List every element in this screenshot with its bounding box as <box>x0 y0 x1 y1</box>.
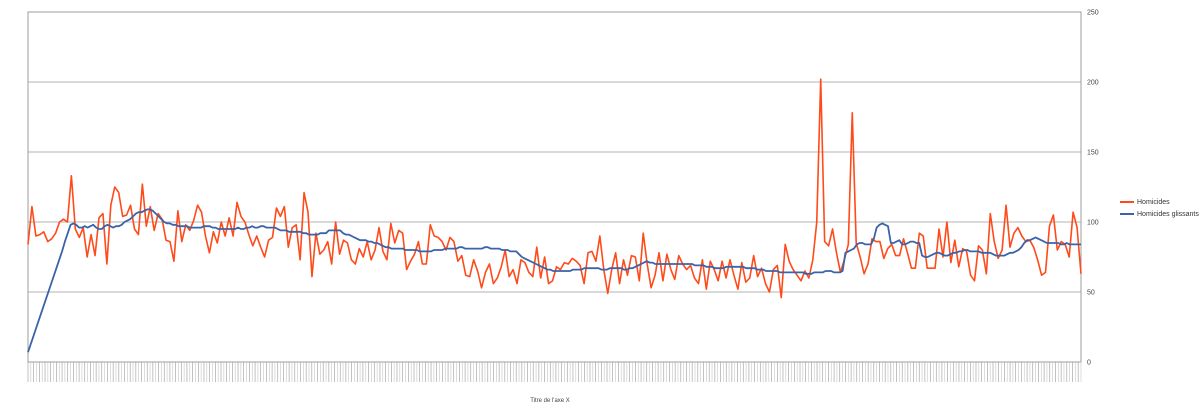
series-lines <box>27 78 1082 353</box>
series-line-homicides-glissants <box>27 208 1081 353</box>
legend-item-homicides: Homicides <box>1120 196 1199 208</box>
legend-swatch-homicides <box>1120 201 1134 203</box>
y-axis-ticks: 0 50 100 150 200 250 <box>1087 10 1099 367</box>
grid-lines <box>28 81 1081 293</box>
y-tick-label: 150 <box>1087 150 1099 157</box>
y-tick-label: 100 <box>1087 220 1099 227</box>
y-tick-label: 200 <box>1087 80 1099 87</box>
legend-label-homicides: Homicides <box>1137 198 1170 206</box>
x-axis-ticks <box>27 362 1082 382</box>
y-tick-label: 250 <box>1087 10 1099 17</box>
plot-frame <box>27 11 1082 363</box>
legend-item-homicides-glissants: Homicides glissants <box>1120 208 1199 220</box>
y-tick-label: 50 <box>1087 290 1095 297</box>
legend-label-homicides-glissants: Homicides glissants <box>1137 210 1199 218</box>
legend: Homicides Homicides glissants <box>1120 196 1199 220</box>
y-tick-label: 0 <box>1087 360 1091 367</box>
x-axis-title: Titre de l'axe X <box>530 398 570 404</box>
legend-swatch-homicides-glissants <box>1120 213 1134 215</box>
series-line-homicides <box>27 78 1082 299</box>
